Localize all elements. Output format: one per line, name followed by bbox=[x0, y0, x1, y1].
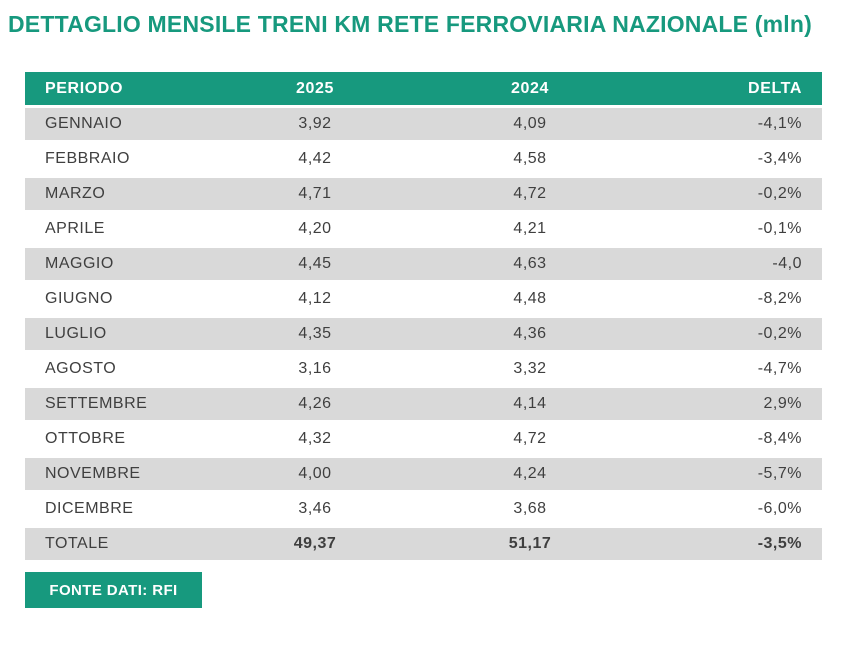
cell-periodo: MARZO bbox=[25, 178, 195, 213]
cell-y2024: 4,48 bbox=[435, 283, 625, 318]
cell-y2024: 4,72 bbox=[435, 178, 625, 213]
cell-y2025: 4,32 bbox=[195, 423, 435, 458]
table-row: LUGLIO 4,35 4,36 -0,2% bbox=[25, 318, 822, 353]
cell-y2024: 4,09 bbox=[435, 108, 625, 143]
cell-delta: -3,4% bbox=[625, 143, 822, 178]
table-row: GENNAIO 3,92 4,09 -4,1% bbox=[25, 108, 822, 143]
table-body: GENNAIO 3,92 4,09 -4,1% FEBBRAIO 4,42 4,58 -3,4… bbox=[25, 108, 822, 563]
cell-y2025: 4,71 bbox=[195, 178, 435, 213]
cell-periodo: GIUGNO bbox=[25, 283, 195, 318]
table-row: OTTOBRE 4,32 4,72 -8,4% bbox=[25, 423, 822, 458]
table-header-row: PERIODO 2025 2024 DELTA bbox=[25, 72, 822, 108]
cell-y2024: 4,58 bbox=[435, 143, 625, 178]
cell-y2024: 3,32 bbox=[435, 353, 625, 388]
cell-delta: -0,1% bbox=[625, 213, 822, 248]
table-row: NOVEMBRE 4,00 4,24 -5,7% bbox=[25, 458, 822, 493]
cell-delta: -4,0 bbox=[625, 248, 822, 283]
cell-periodo: AGOSTO bbox=[25, 353, 195, 388]
cell-delta: -4,1% bbox=[625, 108, 822, 143]
cell-delta: -8,2% bbox=[625, 283, 822, 318]
cell-periodo: DICEMBRE bbox=[25, 493, 195, 528]
table-row: SETTEMBRE 4,26 4,14 2,9% bbox=[25, 388, 822, 423]
cell-y2024: 51,17 bbox=[435, 528, 625, 563]
data-source-badge: FONTE DATI: RFI bbox=[25, 572, 202, 608]
table-row: AGOSTO 3,16 3,32 -4,7% bbox=[25, 353, 822, 388]
cell-periodo: OTTOBRE bbox=[25, 423, 195, 458]
table-row: DICEMBRE 3,46 3,68 -6,0% bbox=[25, 493, 822, 528]
table-row: MAGGIO 4,45 4,63 -4,0 bbox=[25, 248, 822, 283]
cell-y2025: 3,92 bbox=[195, 108, 435, 143]
cell-periodo: MAGGIO bbox=[25, 248, 195, 283]
table-row: FEBBRAIO 4,42 4,58 -3,4% bbox=[25, 143, 822, 178]
table-row: APRILE 4,20 4,21 -0,1% bbox=[25, 213, 822, 248]
cell-delta: -4,7% bbox=[625, 353, 822, 388]
cell-y2025: 4,12 bbox=[195, 283, 435, 318]
cell-y2024: 4,36 bbox=[435, 318, 625, 353]
cell-y2024: 4,24 bbox=[435, 458, 625, 493]
cell-y2025: 49,37 bbox=[195, 528, 435, 563]
cell-periodo: APRILE bbox=[25, 213, 195, 248]
cell-y2025: 4,45 bbox=[195, 248, 435, 283]
cell-delta: -0,2% bbox=[625, 178, 822, 213]
cell-delta: -8,4% bbox=[625, 423, 822, 458]
cell-delta: -0,2% bbox=[625, 318, 822, 353]
column-header-2025: 2025 bbox=[195, 72, 435, 108]
cell-y2025: 4,20 bbox=[195, 213, 435, 248]
cell-y2024: 4,14 bbox=[435, 388, 625, 423]
page-title: DETTAGLIO MENSILE TRENI KM RETE FERROVIA… bbox=[8, 11, 813, 37]
cell-periodo: TOTALE bbox=[25, 528, 195, 563]
cell-periodo: NOVEMBRE bbox=[25, 458, 195, 493]
cell-periodo: FEBBRAIO bbox=[25, 143, 195, 178]
cell-delta: 2,9% bbox=[625, 388, 822, 423]
cell-y2024: 4,21 bbox=[435, 213, 625, 248]
cell-periodo: GENNAIO bbox=[25, 108, 195, 143]
cell-y2025: 3,16 bbox=[195, 353, 435, 388]
cell-y2024: 4,72 bbox=[435, 423, 625, 458]
column-header-2024: 2024 bbox=[435, 72, 625, 108]
monthly-km-table: PERIODO 2025 2024 DELTA GENNAIO 3,92 4,09-… bbox=[25, 72, 822, 563]
table-row: MARZO 4,71 4,72 -0,2% bbox=[25, 178, 822, 213]
cell-y2024: 4,63 bbox=[435, 248, 625, 283]
cell-periodo: SETTEMBRE bbox=[25, 388, 195, 423]
cell-y2025: 4,35 bbox=[195, 318, 435, 353]
cell-delta: -5,7% bbox=[625, 458, 822, 493]
table-total-row: TOTALE 49,37 51,17 -3,5% bbox=[25, 528, 822, 563]
table-row: GIUGNO 4,12 4,48 -8,2% bbox=[25, 283, 822, 318]
column-header-periodo: PERIODO bbox=[25, 72, 195, 108]
cell-y2025: 4,42 bbox=[195, 143, 435, 178]
cell-periodo: LUGLIO bbox=[25, 318, 195, 353]
cell-delta: -3,5% bbox=[625, 528, 822, 563]
cell-y2025: 3,46 bbox=[195, 493, 435, 528]
cell-y2024: 3,68 bbox=[435, 493, 625, 528]
cell-y2025: 4,26 bbox=[195, 388, 435, 423]
cell-delta: -6,0% bbox=[625, 493, 822, 528]
cell-y2025: 4,00 bbox=[195, 458, 435, 493]
column-header-delta: DELTA bbox=[625, 72, 822, 108]
